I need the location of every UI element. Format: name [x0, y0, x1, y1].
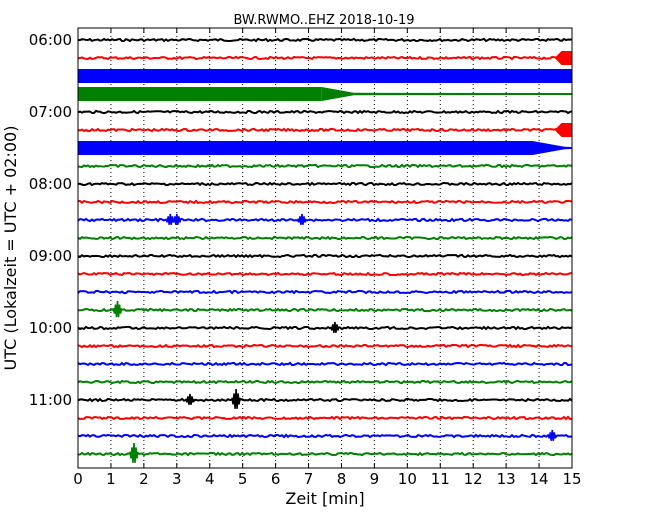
trace-decay	[532, 141, 572, 155]
y-tick-label-07:00: 07:00	[29, 103, 72, 121]
x-tick-label-5: 5	[238, 470, 248, 488]
trace-line	[77, 289, 573, 295]
x-tick-label-15: 15	[562, 470, 581, 488]
chart-title: BW.RWMO..EHZ 2018-10-19	[233, 13, 414, 28]
trace-0730	[78, 141, 572, 155]
trace-event-0	[330, 321, 340, 333]
y-axis-ticks: 06:00 07:00 08:00 09:00 10:00 11:00	[29, 31, 572, 409]
x-tick-label-0: 0	[73, 470, 83, 488]
trace-1130	[77, 429, 573, 441]
y-tick-label-09:00: 09:00	[29, 247, 72, 265]
trace-line	[77, 325, 573, 331]
x-tick-label-13: 13	[497, 470, 516, 488]
trace-0915	[77, 271, 573, 277]
trace-line	[77, 55, 573, 61]
trace-event-1	[231, 388, 241, 409]
trace-0600	[77, 37, 573, 43]
x-tick-label-14: 14	[530, 470, 549, 488]
trace-event-0	[185, 393, 195, 405]
trace-0930	[77, 289, 573, 295]
x-tick-label-10: 10	[398, 470, 417, 488]
trace-event-0	[112, 300, 123, 318]
trace-event-1	[172, 213, 182, 225]
trace-0700	[77, 109, 573, 115]
trace-0645	[78, 87, 572, 101]
trace-1045	[77, 379, 573, 385]
trace-line	[77, 253, 573, 259]
trace-band	[78, 87, 322, 101]
trace-line	[77, 361, 573, 367]
trace-0900	[77, 253, 573, 259]
trace-0800	[77, 181, 573, 187]
x-tick-label-1: 1	[106, 470, 116, 488]
plot-frame	[77, 27, 573, 469]
trace-1100	[77, 388, 573, 409]
trace-line	[77, 199, 573, 205]
trace-burst	[555, 51, 572, 65]
trace-line	[77, 217, 573, 223]
trace-decay	[321, 87, 572, 101]
trace-line	[77, 109, 573, 115]
x-axis-ticks: 0 1 2 3 4 5 6 7 8 9 10 11 12 13 14 15	[73, 28, 582, 488]
trace-0830	[77, 213, 573, 225]
x-tick-label-4: 4	[205, 470, 215, 488]
trace-line	[77, 379, 573, 385]
trace-0630	[78, 69, 572, 83]
grid	[110, 28, 540, 468]
trace-1030	[77, 361, 573, 367]
trace-0815	[77, 199, 573, 205]
y-tick-label-06:00: 06:00	[29, 31, 72, 49]
x-axis-label: Zeit [min]	[285, 489, 364, 508]
y-tick-label-11:00: 11:00	[29, 391, 72, 409]
trace-line	[77, 433, 573, 439]
trace-0945	[77, 300, 573, 318]
trace-line	[77, 307, 573, 313]
trace-band	[78, 141, 533, 155]
y-tick-label-08:00: 08:00	[29, 175, 72, 193]
trace-event-0	[129, 442, 139, 463]
trace-1115	[77, 415, 573, 421]
x-tick-label-3: 3	[172, 470, 182, 488]
traces	[77, 37, 573, 463]
trace-line	[77, 415, 573, 421]
trace-0615	[77, 51, 573, 65]
x-tick-label-6: 6	[271, 470, 281, 488]
trace-line	[77, 451, 573, 457]
trace-burst	[555, 123, 572, 137]
trace-line	[77, 37, 573, 43]
x-tick-label-7: 7	[304, 470, 314, 488]
trace-line	[77, 271, 573, 277]
x-tick-label-12: 12	[464, 470, 483, 488]
x-tick-label-11: 11	[431, 470, 450, 488]
x-tick-label-2: 2	[139, 470, 149, 488]
trace-1145	[77, 442, 573, 463]
x-tick-label-9: 9	[370, 470, 380, 488]
trace-line	[77, 343, 573, 349]
trace-line	[77, 397, 573, 403]
trace-line	[77, 127, 573, 133]
trace-0845	[77, 235, 573, 241]
y-tick-label-10:00: 10:00	[29, 319, 72, 337]
trace-0715	[77, 123, 573, 137]
trace-line	[77, 235, 573, 241]
trace-1015	[77, 343, 573, 349]
trace-event-2	[297, 213, 307, 225]
trace-0745	[77, 163, 573, 169]
trace-1000	[77, 321, 573, 333]
trace-line	[77, 163, 573, 169]
trace-event-0	[547, 429, 558, 441]
trace-line	[77, 181, 573, 187]
y-axis-label: UTC (Lokalzeit = UTC + 02:00)	[1, 126, 20, 371]
trace-band	[78, 69, 572, 83]
x-tick-label-8: 8	[337, 470, 347, 488]
